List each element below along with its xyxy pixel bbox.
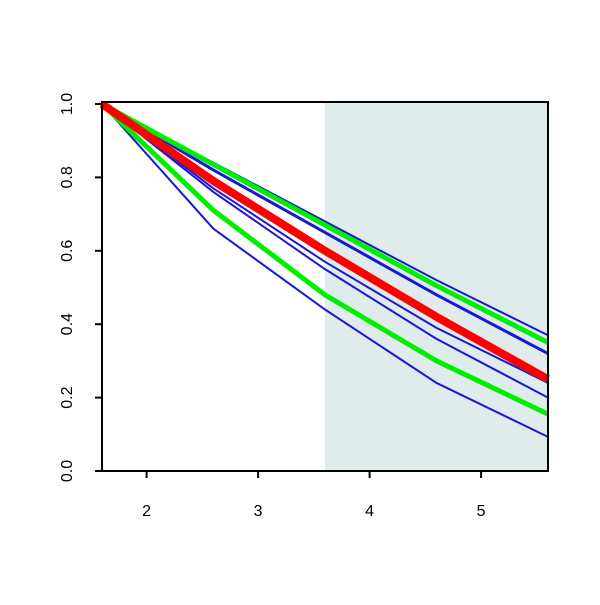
plot-frame xyxy=(101,101,549,472)
x-tick-label: 2 xyxy=(142,503,151,520)
x-tick-label: 3 xyxy=(254,503,263,520)
y-tick-label: 0.0 xyxy=(59,460,76,482)
y-tick-label: 0.6 xyxy=(59,240,76,262)
y-tick-label: 0.2 xyxy=(59,386,76,408)
line-series xyxy=(101,103,549,384)
line-series xyxy=(99,100,550,383)
line-series xyxy=(100,102,550,417)
y-tick-label: 0.4 xyxy=(59,313,76,335)
line-series xyxy=(101,103,549,399)
line-series xyxy=(101,103,549,438)
x-tick-label: 5 xyxy=(477,503,486,520)
y-tick-label: 0.8 xyxy=(59,166,76,188)
line-series xyxy=(100,101,550,345)
y-tick-label: 1.0 xyxy=(59,93,76,115)
line-series xyxy=(101,102,549,355)
x-tick-label: 4 xyxy=(365,503,374,520)
